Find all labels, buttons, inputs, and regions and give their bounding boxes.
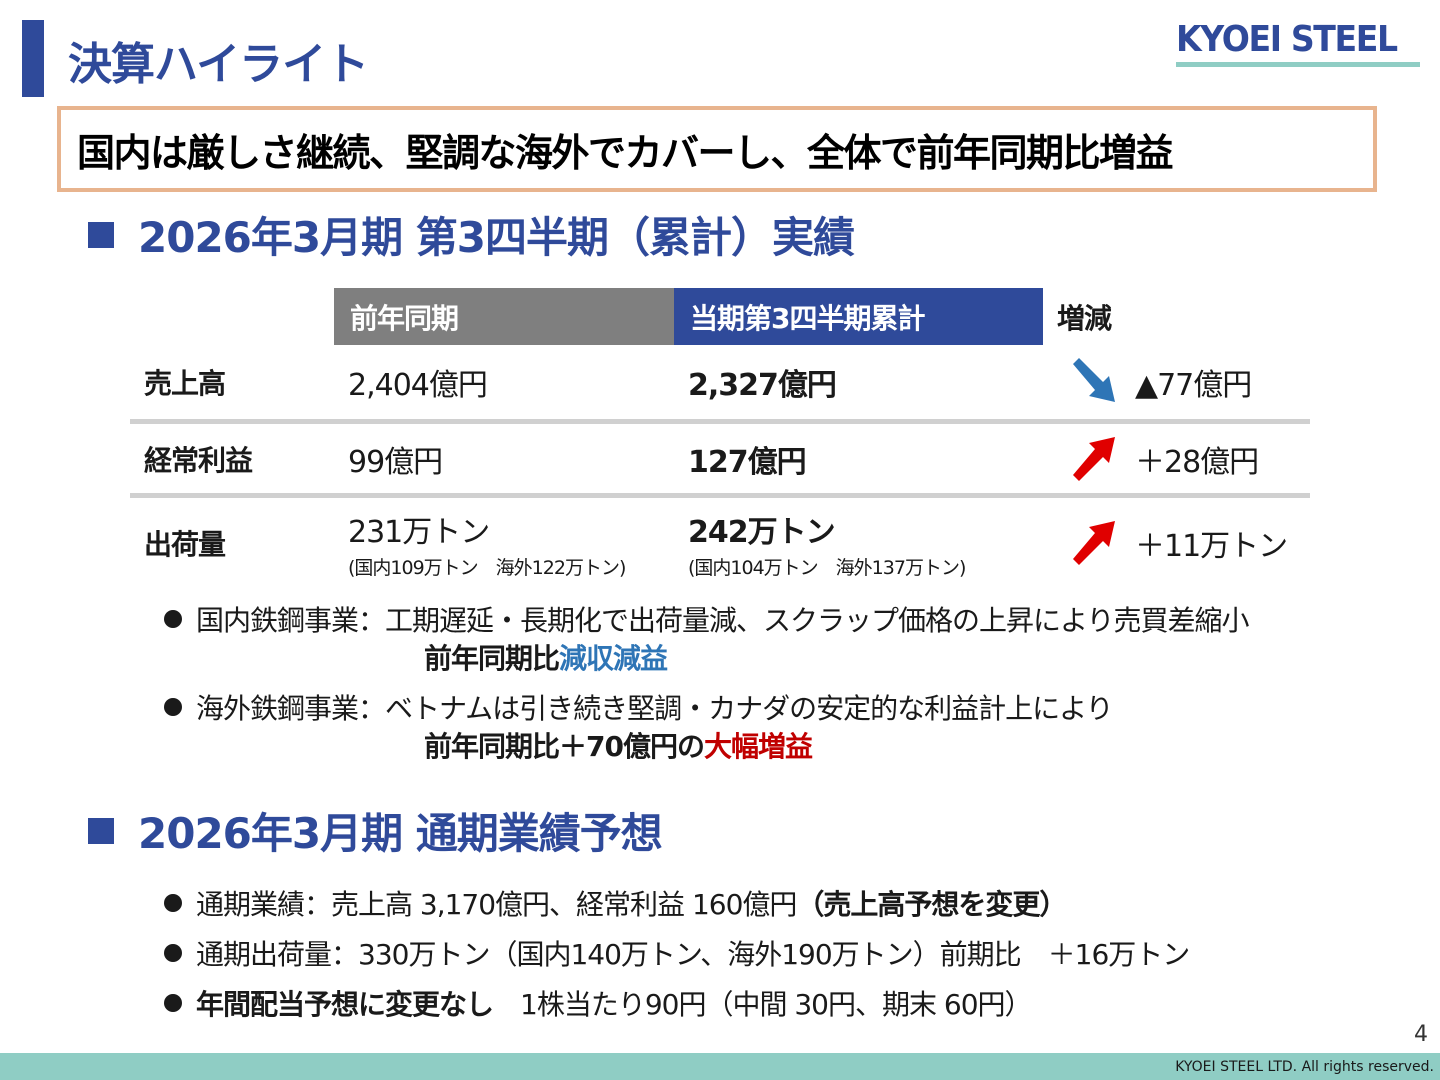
company-logo: KYOEI STEEL bbox=[1176, 20, 1420, 67]
page-number: 4 bbox=[1414, 1022, 1428, 1047]
footer-bar: KYOEI STEEL LTD. All rights reserved. bbox=[0, 1053, 1440, 1080]
row-label: 経常利益 bbox=[144, 443, 253, 477]
conclusion-highlight: 大幅増益 bbox=[703, 730, 813, 763]
bullet-text: 通期業績：売上高 3,170億円、経常利益 160億円 bbox=[196, 888, 797, 921]
curr-value-block: 242万トン (国内104万トン 海外137万トン) bbox=[688, 498, 966, 588]
bullet-bold-text: 年間配当予想に変更なし bbox=[196, 988, 494, 1021]
header-prev-year: 前年同期 bbox=[334, 288, 674, 345]
conclusion-prefix: 前年同期比＋70億円の bbox=[424, 730, 705, 763]
section-heading-q3-results: 2026年3月期 第3四半期（累計）実績 bbox=[88, 204, 855, 265]
bullet-dot-icon bbox=[164, 610, 182, 628]
bullet-full-year-shipments: 通期出荷量：330万トン（国内140万トン、海外190万トン）前期比 ＋16万ト… bbox=[164, 930, 1190, 980]
conclusion-prefix: 前年同期比 bbox=[424, 642, 560, 675]
bullet-text: 通期出荷量：330万トン（国内140万トン、海外190万トン）前期比 ＋16万ト… bbox=[196, 938, 1190, 971]
row-label: 売上高 bbox=[144, 367, 226, 400]
section-heading-text: 2026年3月期 通期業績予想 bbox=[138, 809, 663, 858]
bullet-conclusion: 前年同期比＋70億円の大幅増益 bbox=[164, 728, 1248, 766]
bullet-full-year-results: 通期業績：売上高 3,170億円、経常利益 160億円 （売上高予想を変更） bbox=[164, 880, 1189, 930]
prev-value: 231万トン bbox=[348, 514, 490, 550]
bullet-text: 1株当たり90円（中間 30円、期末 60円） bbox=[493, 988, 1033, 1021]
row-label: 出荷量 bbox=[144, 528, 226, 561]
forecast-bullets: 通期業績：売上高 3,170億円、経常利益 160億円 （売上高予想を変更） 通期… bbox=[164, 880, 1190, 1030]
bullet-note: （売上高予想を変更） bbox=[796, 888, 1067, 921]
bullet-dot-icon bbox=[164, 994, 182, 1012]
bullet-dividend: 年間配当予想に変更なし 1株当たり90円（中間 30円、期末 60円） bbox=[164, 980, 1189, 1030]
curr-value: 242万トン bbox=[688, 514, 836, 550]
header-change: 増減 bbox=[1057, 301, 1112, 335]
table-row-sales: 売上高 2,404億円 2,327億円 ▲77億円 bbox=[130, 345, 1310, 424]
segment-commentary: 国内鉄鋼事業：工期遅延・長期化で出荷量減、スクラップ価格の上昇により売買差縮小 … bbox=[164, 602, 1249, 778]
curr-value: 127億円 bbox=[688, 444, 807, 480]
copyright-text: KYOEI STEEL LTD. All rights reserved. bbox=[1175, 1058, 1434, 1075]
bullet-text: 海外鉄鋼事業：ベトナムは引き続き堅調・カナダの安定的な利益計上により bbox=[196, 692, 1114, 725]
conclusion-highlight: 減収減益 bbox=[559, 642, 668, 675]
change-value: ▲77億円 bbox=[1135, 368, 1252, 403]
header-current-period: 当期第3四半期累計 bbox=[674, 288, 1043, 345]
bullet-domestic-steel: 国内鉄鋼事業：工期遅延・長期化で出荷量減、スクラップ価格の上昇により売買差縮小 … bbox=[164, 602, 1249, 678]
arrow-up-right-icon bbox=[1065, 424, 1125, 493]
headline-text: 国内は厳しさ継続、堅調な海外でカバーし、全体で前年同期比増益 bbox=[77, 130, 1174, 175]
bullet-dot-icon bbox=[164, 944, 182, 962]
table-header-row: 前年同期 当期第3四半期累計 増減 bbox=[130, 288, 1310, 345]
bullet-dot-icon bbox=[164, 698, 182, 716]
table-row-ordinary-profit: 経常利益 99億円 127億円 ＋28億円 bbox=[130, 424, 1310, 498]
change-value: ＋11万トン bbox=[1135, 529, 1288, 564]
arrow-down-right-icon bbox=[1065, 345, 1125, 419]
curr-breakdown: (国内104万トン 海外137万トン) bbox=[688, 556, 966, 579]
bullet-text: 国内鉄鋼事業：工期遅延・長期化で出荷量減、スクラップ価格の上昇により売買差縮小 bbox=[196, 604, 1249, 637]
curr-value: 2,327億円 bbox=[688, 368, 837, 403]
page-title: 決算ハイライト bbox=[68, 39, 369, 90]
logo-text: KYOEI STEEL bbox=[1176, 19, 1398, 60]
table-row-shipments: 出荷量 231万トン (国内109万トン 海外122万トン) 242万トン (国… bbox=[130, 498, 1310, 588]
bullet-dot-icon bbox=[164, 894, 182, 912]
prev-breakdown: (国内109万トン 海外122万トン) bbox=[348, 556, 626, 579]
prev-value-block: 231万トン (国内109万トン 海外122万トン) bbox=[348, 498, 626, 588]
prev-value: 2,404億円 bbox=[348, 368, 488, 403]
change-value: ＋28億円 bbox=[1135, 444, 1259, 480]
section-heading-text: 2026年3月期 第3四半期（累計）実績 bbox=[138, 213, 855, 262]
headline-box: 国内は厳しさ継続、堅調な海外でカバーし、全体で前年同期比増益 bbox=[57, 106, 1377, 192]
bullet-overseas-steel: 海外鉄鋼事業：ベトナムは引き続き堅調・カナダの安定的な利益計上により 前年同期比… bbox=[164, 690, 1248, 766]
results-table: 前年同期 当期第3四半期累計 増減 売上高 2,404億円 2,327億円 ▲7… bbox=[130, 288, 1310, 588]
square-bullet-icon bbox=[88, 817, 114, 844]
prev-value: 99億円 bbox=[348, 444, 443, 480]
section-heading-full-year-forecast: 2026年3月期 通期業績予想 bbox=[88, 800, 663, 861]
logo-underline bbox=[1176, 62, 1420, 67]
arrow-up-right-icon bbox=[1065, 498, 1125, 588]
title-accent-bar bbox=[22, 20, 44, 97]
square-bullet-icon bbox=[88, 221, 114, 248]
bullet-conclusion: 前年同期比減収減益 bbox=[164, 640, 1248, 678]
